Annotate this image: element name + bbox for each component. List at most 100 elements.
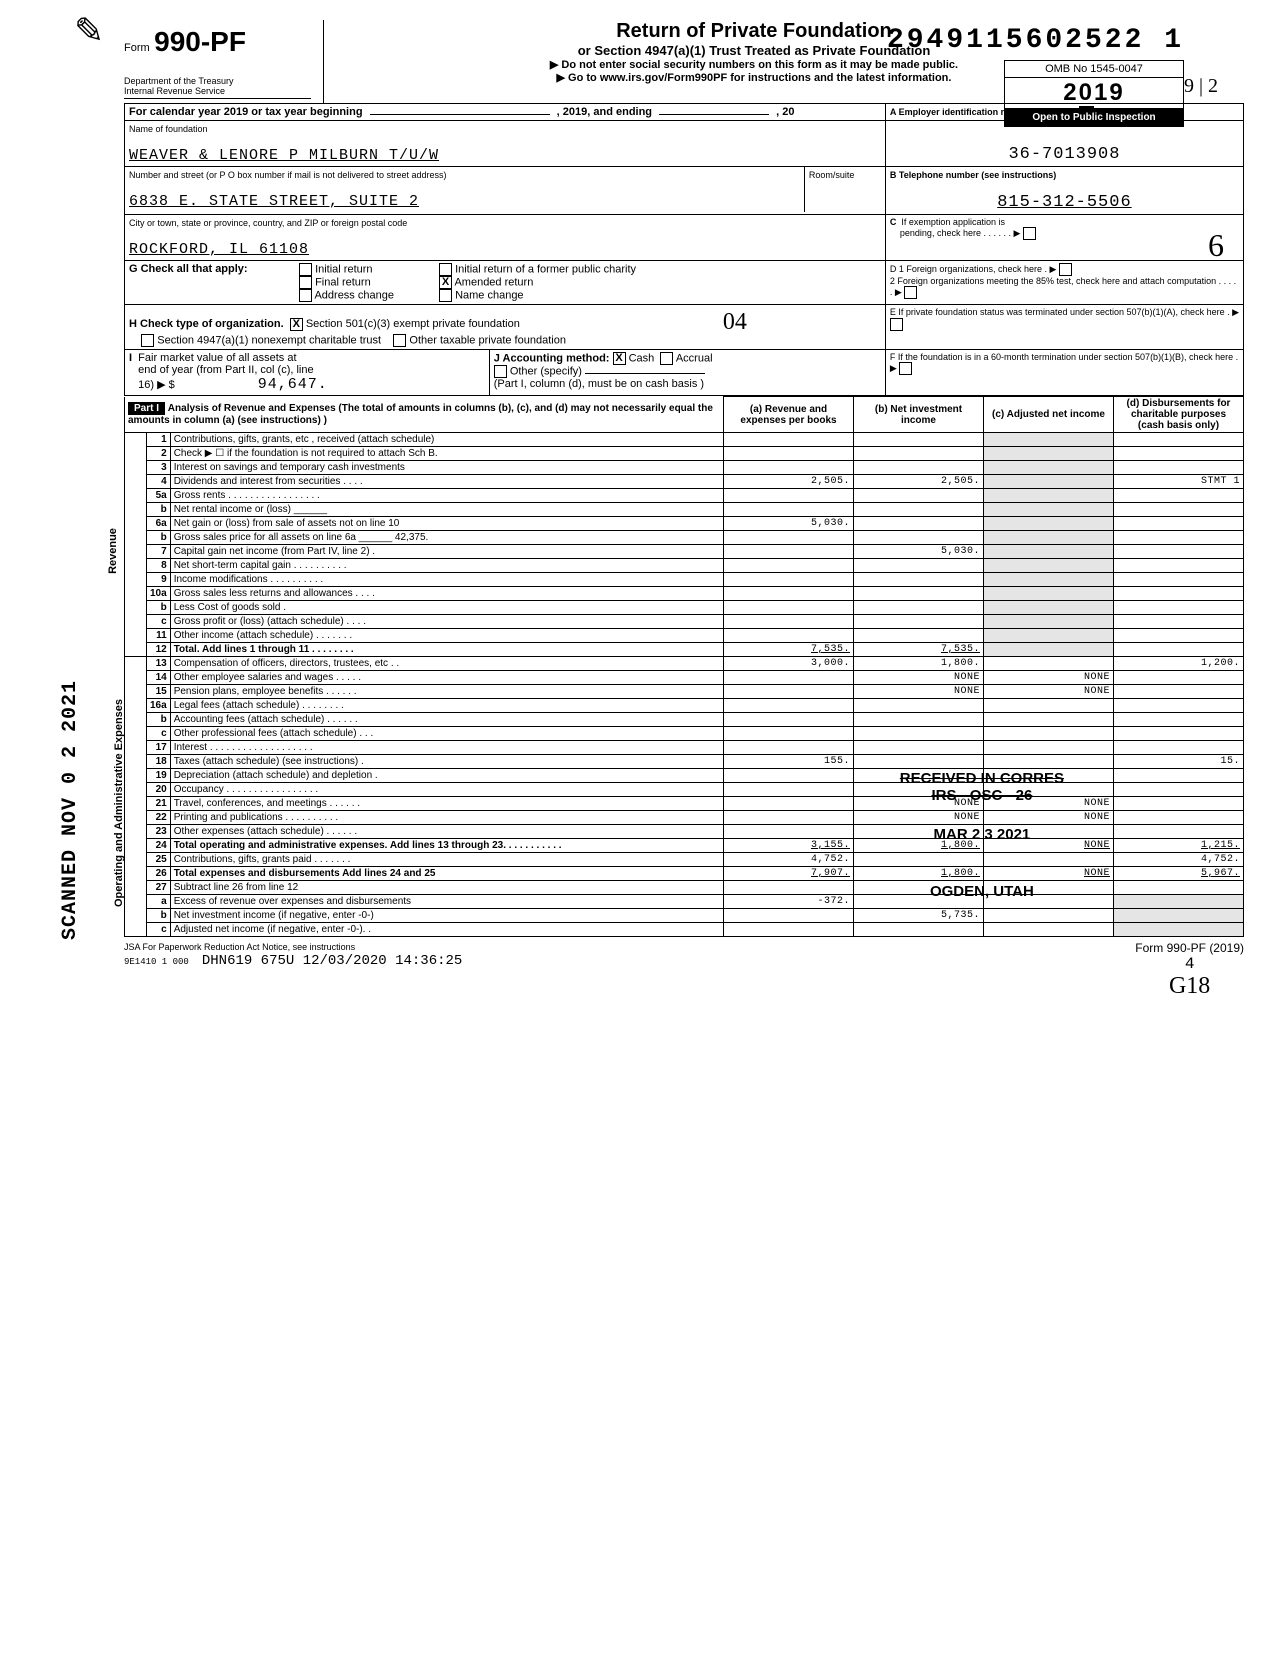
value-cell <box>724 671 854 685</box>
line-label: Income modifications . . . . . . . . . . <box>170 573 723 587</box>
foundation-name-cell: Name of foundation WEAVER & LENORE P MIL… <box>125 121 886 167</box>
line-label: Net investment income (if negative, ente… <box>170 909 723 923</box>
line-j: J Accounting method: X Cash Accrual Othe… <box>490 350 885 395</box>
value-cell <box>1114 783 1244 797</box>
value-cell <box>1114 517 1244 531</box>
line-number: b <box>147 531 171 545</box>
line-number: 16a <box>147 699 171 713</box>
value-cell <box>724 713 854 727</box>
value-cell: 3,000. <box>724 657 854 671</box>
line-label: Gross profit or (loss) (attach schedule)… <box>170 615 723 629</box>
line-i: I Fair market value of all assets at end… <box>125 350 490 395</box>
value-cell: NONE <box>854 671 984 685</box>
value-cell <box>854 755 984 769</box>
handwritten-912: 9 | 2 <box>1184 75 1218 98</box>
value-cell: NONE <box>854 811 984 825</box>
value-cell <box>724 811 854 825</box>
value-cell <box>854 727 984 741</box>
value-cell <box>1114 503 1244 517</box>
value-cell <box>984 531 1114 545</box>
value-cell <box>854 601 984 615</box>
value-cell <box>1114 573 1244 587</box>
line-number: 22 <box>147 811 171 825</box>
line-number: 8 <box>147 559 171 573</box>
value-cell <box>724 489 854 503</box>
line-number: 15 <box>147 685 171 699</box>
line-label: Other employee salaries and wages . . . … <box>170 671 723 685</box>
box-c-checkbox[interactable] <box>1023 227 1036 240</box>
value-cell <box>724 881 854 895</box>
line-label: Pension plans, employee benefits . . . .… <box>170 685 723 699</box>
scanned-stamp: SCANNED NOV 0 2 2021 <box>59 680 82 940</box>
line-label: Interest on savings and temporary cash i… <box>170 461 723 475</box>
identification-section: For calendar year 2019 or tax year begin… <box>124 103 1244 396</box>
value-cell <box>984 895 1114 909</box>
value-cell <box>1114 601 1244 615</box>
value-cell <box>724 615 854 629</box>
tax-year: 2019 <box>1005 78 1183 109</box>
line-label: Net rental income or (loss) ______ <box>170 503 723 517</box>
line-label: Compensation of officers, directors, tru… <box>170 657 723 671</box>
value-cell: NONE <box>984 671 1114 685</box>
value-cell <box>1114 895 1244 909</box>
line-label: Contributions, gifts, grants, etc , rece… <box>170 433 723 447</box>
value-cell <box>984 461 1114 475</box>
value-cell <box>984 475 1114 489</box>
value-cell <box>854 699 984 713</box>
value-cell <box>854 559 984 573</box>
fmv-value: 94,647. <box>178 376 328 393</box>
value-cell <box>854 853 984 867</box>
value-cell <box>1114 923 1244 937</box>
line-number: 27 <box>147 881 171 895</box>
line-label: Net short-term capital gain . . . . . . … <box>170 559 723 573</box>
line-number: 23 <box>147 825 171 839</box>
amended-checkbox[interactable]: X <box>439 276 452 289</box>
value-cell <box>1114 545 1244 559</box>
line-label: Total operating and administrative expen… <box>170 839 723 853</box>
value-cell <box>984 727 1114 741</box>
value-cell <box>984 615 1114 629</box>
value-cell <box>854 881 984 895</box>
value-cell: 4,752. <box>724 853 854 867</box>
value-cell <box>724 909 854 923</box>
line-number: 2 <box>147 447 171 461</box>
value-cell: 5,030. <box>854 545 984 559</box>
line-label: Net gain or (loss) from sale of assets n… <box>170 517 723 531</box>
value-cell <box>1114 909 1244 923</box>
value-cell <box>724 573 854 587</box>
value-cell <box>854 489 984 503</box>
value-cell <box>854 923 984 937</box>
print-stamp: DHN619 675U 12/03/2020 14:36:25 <box>202 953 462 969</box>
value-cell <box>984 783 1114 797</box>
line-number: c <box>147 615 171 629</box>
line-number: 11 <box>147 629 171 643</box>
value-cell: 7,535. <box>724 643 854 657</box>
handwritten-g18: G18 <box>1135 973 1244 1000</box>
part1-badge: Part I <box>128 402 165 415</box>
line-label: Accounting fees (attach schedule) . . . … <box>170 713 723 727</box>
value-cell <box>984 447 1114 461</box>
value-cell: 3,155. <box>724 839 854 853</box>
handwritten-6: 6 <box>1208 227 1224 264</box>
value-cell: 5,735. <box>854 909 984 923</box>
value-cell <box>984 699 1114 713</box>
part1-table: Part I Analysis of Revenue and Expenses … <box>124 396 1244 937</box>
value-cell: 7,907. <box>724 867 854 881</box>
line-label: Other income (attach schedule) . . . . .… <box>170 629 723 643</box>
value-cell <box>724 741 854 755</box>
line-label: Capital gain net income (from Part IV, l… <box>170 545 723 559</box>
calendar-year-row: For calendar year 2019 or tax year begin… <box>125 104 886 121</box>
value-cell <box>1114 699 1244 713</box>
value-cell <box>1114 461 1244 475</box>
col-a-header: (a) Revenue and expenses per books <box>724 397 854 433</box>
line-g: G Check all that apply: Initial return F… <box>125 261 886 305</box>
value-cell <box>724 545 854 559</box>
line-number: 20 <box>147 783 171 797</box>
value-cell <box>724 433 854 447</box>
value-cell: -372. <box>724 895 854 909</box>
value-cell: 2,505. <box>724 475 854 489</box>
omb-box: OMB No 1545-0047 2019 Open to Public Ins… <box>1004 60 1184 127</box>
value-cell <box>724 783 854 797</box>
value-cell <box>724 769 854 783</box>
line-label: Gross sales price for all assets on line… <box>170 531 723 545</box>
